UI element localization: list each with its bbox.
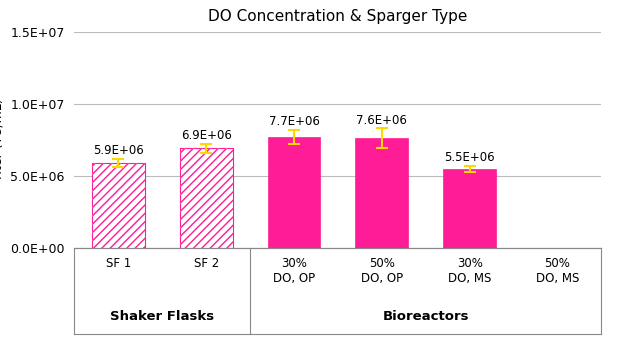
- Bar: [268, 137, 321, 248]
- Text: 5.9E+06: 5.9E+06: [93, 144, 144, 157]
- Text: 6.9E+06: 6.9E+06: [180, 130, 232, 142]
- Bar: [180, 148, 232, 248]
- Bar: [180, 148, 232, 248]
- Bar: [92, 163, 144, 248]
- Text: Bioreactors: Bioreactors: [383, 310, 469, 324]
- Title: DO Concentration & Sparger Type: DO Concentration & Sparger Type: [208, 9, 467, 24]
- Bar: [180, 148, 232, 248]
- Text: 7.7E+06: 7.7E+06: [268, 115, 319, 128]
- Text: 5.5E+06: 5.5E+06: [445, 151, 495, 164]
- Bar: [92, 163, 144, 248]
- Bar: [92, 163, 144, 248]
- Text: 7.6E+06: 7.6E+06: [356, 114, 407, 127]
- Bar: [355, 138, 408, 248]
- Text: Shaker Flasks: Shaker Flasks: [110, 310, 215, 324]
- Y-axis label: Titer (TU/mL): Titer (TU/mL): [0, 98, 4, 181]
- Bar: [443, 169, 496, 248]
